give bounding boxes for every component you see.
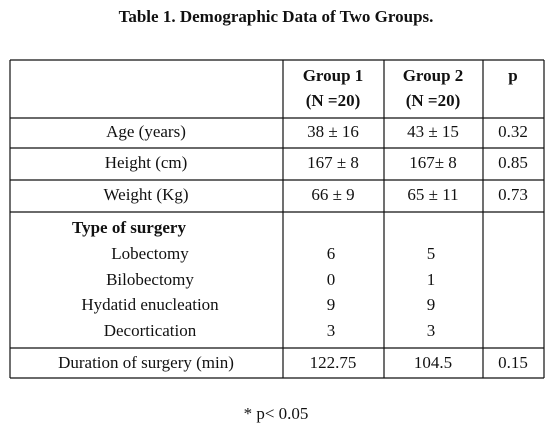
cell: 1 — [427, 270, 436, 289]
row-label: Bilobectomy — [106, 270, 194, 289]
footnote: * p< 0.05 — [244, 404, 309, 423]
header-cell: Group 1 — [303, 66, 364, 85]
cell: 167 ± 8 — [307, 153, 359, 172]
body-rows: Age (years) 38 ± 16 43 ± 15 0.32 Height (cm)… — [58, 122, 528, 372]
cell: 38 ± 16 — [307, 122, 359, 141]
cell: 3 — [327, 321, 336, 340]
cell: 66 ± 9 — [311, 185, 354, 204]
cell: 0.32 — [498, 122, 528, 141]
cell: 6 — [327, 244, 336, 263]
table-title: Table 1. Demographic Data of Two Groups. — [119, 7, 434, 26]
cell: 167± 8 — [409, 153, 457, 172]
cell: 9 — [427, 295, 436, 314]
row-label: Height (cm) — [105, 153, 188, 172]
row-label: Hydatid enucleation — [81, 295, 219, 314]
header-cell: p — [508, 66, 517, 85]
row-label: Age (years) — [106, 122, 186, 141]
cell: 65 ± 11 — [407, 185, 458, 204]
cell: 43 ± 15 — [407, 122, 459, 141]
cell: 0.73 — [498, 185, 528, 204]
header-cell: Group 2 — [403, 66, 464, 85]
header-row: Group 1 (N =20) Group 2 (N =20) p — [303, 66, 518, 110]
cell: 122.75 — [310, 353, 357, 372]
header-cell: (N =20) — [306, 91, 361, 110]
cell: 0 — [327, 270, 336, 289]
header-cell: (N =20) — [406, 91, 461, 110]
cell: 104.5 — [414, 353, 452, 372]
cell: 0.15 — [498, 353, 528, 372]
section-title: Type of surgery — [72, 218, 186, 237]
row-label: Duration of surgery (min) — [58, 353, 234, 372]
row-label: Lobectomy — [111, 244, 189, 263]
cell: 0.85 — [498, 153, 528, 172]
row-label: Decortication — [104, 321, 197, 340]
cell: 9 — [327, 295, 336, 314]
table-lines — [9, 59, 545, 379]
row-label: Weight (Kg) — [103, 185, 188, 204]
cell: 3 — [427, 321, 436, 340]
cell: 5 — [427, 244, 436, 263]
